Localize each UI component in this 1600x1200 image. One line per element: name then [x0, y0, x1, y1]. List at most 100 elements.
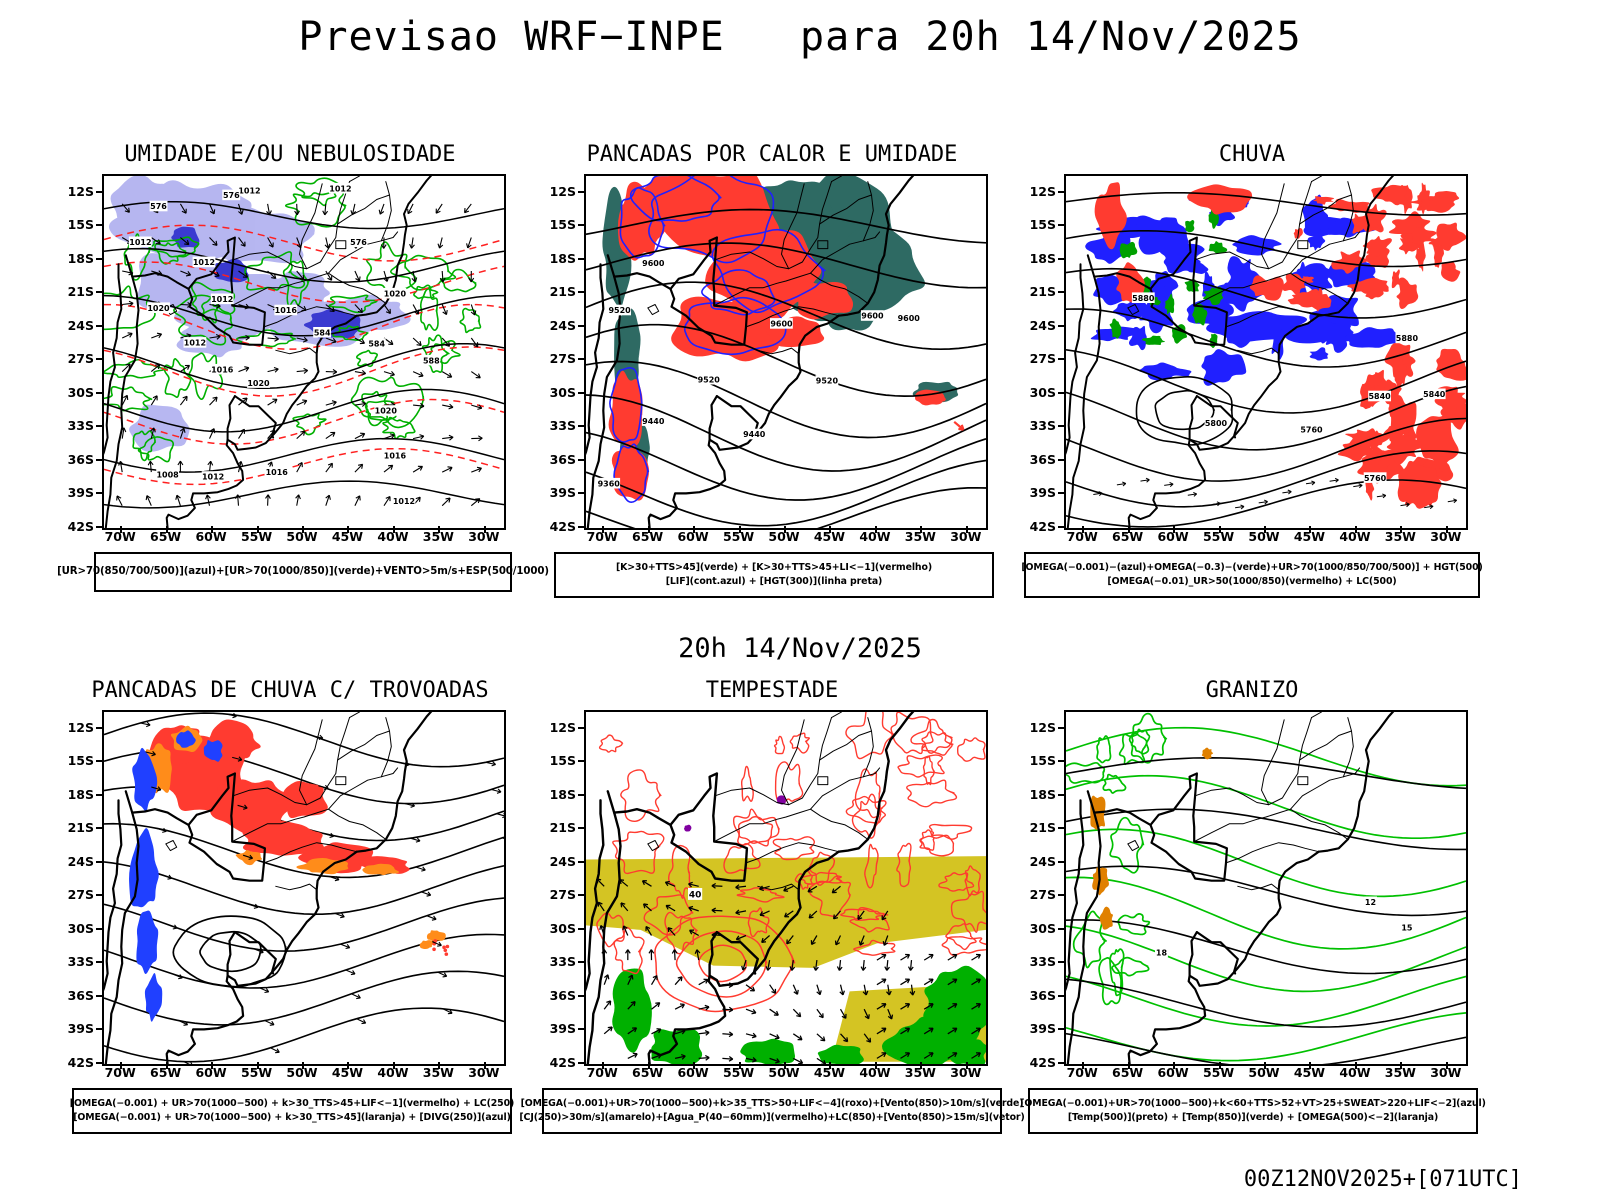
- y-axis-tick: [96, 1028, 103, 1031]
- y-axis-tick: [578, 894, 585, 897]
- page-title: Previsao WRF−INPE para 20h 14/Nov/2025: [298, 14, 1302, 60]
- x-axis-tick: [1264, 526, 1266, 533]
- map-graphics: 40: [586, 712, 986, 1064]
- svg-text:18: 18: [1156, 948, 1168, 957]
- y-axis-tick-label: 18S: [1029, 786, 1056, 802]
- x-axis-tick-label: 60W: [1157, 529, 1189, 544]
- y-axis-tick-label: 36S: [67, 987, 94, 1003]
- x-axis-tick: [965, 1062, 968, 1069]
- model-run-label: 00Z12NOV2025+[071UTC]: [1243, 1167, 1522, 1192]
- y-axis-tick-label: 27S: [1029, 351, 1056, 367]
- svg-text:576: 576: [223, 191, 240, 200]
- mid-date-label: 20h 14/Nov/2025: [678, 633, 922, 664]
- panel-legend: [OMEGA(−0.001)+UR>70(1000−500)+k<60+TTS>…: [1020, 1088, 1486, 1134]
- y-axis-tick: [1058, 526, 1065, 528]
- y-axis-tick-label: 39S: [67, 485, 94, 501]
- svg-text:5800: 5800: [1205, 419, 1228, 428]
- x-axis-tick: [1218, 1062, 1221, 1069]
- x-axis-tick-label: 65W: [1112, 529, 1144, 544]
- y-axis-tick: [578, 860, 585, 863]
- x-axis-tick: [438, 526, 441, 533]
- y-axis-tick: [1058, 927, 1065, 930]
- x-axis-tick: [1445, 526, 1448, 533]
- svg-text:1012: 1012: [393, 497, 415, 506]
- panel-legend: [OMEGA(−0.001) + UR>70(1000−500) + k>30_…: [70, 1088, 514, 1134]
- y-axis-tick: [96, 860, 103, 863]
- svg-text:5840: 5840: [1368, 392, 1391, 401]
- x-axis-tick-label: 50W: [1248, 529, 1280, 544]
- y-axis-tick: [1058, 492, 1065, 495]
- y-axis-tick-label: 24S: [549, 853, 576, 869]
- x-axis-tick: [1264, 1062, 1266, 1069]
- map-plot-frame[interactable]: 12 15 18: [1064, 710, 1468, 1066]
- y-axis-tick-label: 30S: [1029, 920, 1056, 936]
- y-axis-tick: [1058, 1028, 1065, 1031]
- y-axis-tick-label: 33S: [67, 418, 94, 434]
- svg-text:15: 15: [1401, 924, 1413, 933]
- svg-text:1020: 1020: [375, 407, 398, 416]
- panel-legend: [UR>70(850/700/500)](azul)+[UR>70(1000/8…: [57, 552, 549, 592]
- y-axis-tick-label: 18S: [549, 250, 576, 266]
- x-axis-tick-label: 70W: [1066, 529, 1098, 544]
- svg-text:9520: 9520: [608, 306, 631, 315]
- y-axis-tick: [578, 425, 585, 428]
- map-plot-frame[interactable]: 1012 1012 1012 1012 1012 1020 1016 1020 1016 1020…: [102, 174, 506, 530]
- y-axis-tick-label: 21S: [1029, 284, 1056, 300]
- x-axis-tick-label: 50W: [286, 529, 318, 544]
- y-axis-tick: [1058, 827, 1065, 830]
- x-axis-tick: [483, 526, 486, 533]
- map-graphics: 9600 9600 9600 9600 9520 9520 9520 9440 9440 9360: [586, 176, 986, 528]
- panel-tempestade: TEMPESTADE 40 12S 15S 18S 21S 24S 27S 30S 33S 36S…: [519, 678, 1025, 1138]
- x-axis-tick-label: 40W: [377, 529, 409, 544]
- y-axis-tick: [578, 760, 585, 763]
- x-axis-tick-label: 45W: [331, 1065, 364, 1080]
- x-axis-tick-label: 55W: [240, 529, 273, 544]
- y-axis-tick: [96, 224, 103, 227]
- y-axis-tick-label: 24S: [67, 853, 94, 869]
- y-axis-tick-label: 12S: [1029, 719, 1056, 735]
- map-plot-frame[interactable]: [102, 710, 506, 1066]
- legend-line: [OMEGA(−0.001) + UR>70(1000−500) + k>30_…: [73, 1112, 511, 1123]
- x-axis-tick-label: 40W: [859, 1065, 891, 1080]
- x-axis-tick-label: 55W: [722, 529, 755, 544]
- x-axis-tick-label: 60W: [195, 529, 227, 544]
- panel-pancadas-trovoadas: PANCADAS DE CHUVA C/ TROVOADAS 12S 15S 18S…: [60, 678, 520, 1138]
- y-axis-tick-label: 15S: [67, 217, 94, 233]
- x-axis-tick-label: 65W: [632, 1065, 664, 1080]
- y-axis-tick: [1058, 358, 1065, 361]
- panel-title: CHUVA: [1218, 142, 1286, 167]
- y-axis-tick: [1058, 257, 1065, 260]
- map-graphics: 5880 5880 5840 5840 5800 5760 5760: [1066, 176, 1466, 528]
- y-axis-tick: [96, 894, 103, 897]
- panel-legend: [OMEGA(−0.001)−(azul)+OMEGA(−0.3)−(verde…: [1021, 552, 1483, 598]
- y-axis-tick: [578, 190, 585, 193]
- svg-text:1012: 1012: [202, 473, 224, 482]
- svg-text:5880: 5880: [1132, 294, 1155, 303]
- svg-text:576: 576: [150, 202, 167, 211]
- y-axis-tick: [96, 793, 103, 796]
- x-axis-tick-label: 70W: [104, 529, 136, 544]
- x-axis-tick: [1354, 526, 1357, 533]
- x-axis-tick: [392, 526, 395, 533]
- y-axis-tick: [96, 526, 103, 528]
- svg-text:1012: 1012: [129, 238, 151, 247]
- x-axis-tick: [784, 526, 786, 533]
- x-axis-tick: [784, 1062, 786, 1069]
- y-axis-tick: [578, 994, 585, 997]
- map-plot-frame[interactable]: 40: [584, 710, 988, 1066]
- y-axis-tick: [96, 324, 103, 327]
- y-axis-tick: [578, 358, 585, 361]
- y-axis-tick-label: 18S: [549, 786, 576, 802]
- y-axis-tick: [96, 961, 103, 964]
- svg-text:5760: 5760: [1300, 426, 1323, 435]
- map-plot-frame[interactable]: 5880 5880 5840 5840 5800 5760 5760: [1064, 174, 1468, 530]
- x-axis-tick: [347, 1062, 350, 1069]
- panel-granizo: GRANIZO 12 15 18 12S 15S 18S 21S 24S 27S 30S 33S 36…: [1020, 678, 1486, 1138]
- y-axis-tick: [578, 324, 585, 327]
- x-axis-tick-label: 30W: [1430, 1065, 1462, 1080]
- y-axis-tick: [578, 224, 585, 227]
- y-axis-tick: [96, 726, 103, 729]
- map-plot-frame[interactable]: 9600 9600 9600 9600 9520 9520 9520 9440 9440 9360: [584, 174, 988, 530]
- map-area: 12S 15S 18S 21S 24S 27S 30S 33S 36S 39S 42S 70W 65W 6…: [60, 710, 520, 1102]
- y-axis-tick-label: 42S: [67, 1055, 94, 1070]
